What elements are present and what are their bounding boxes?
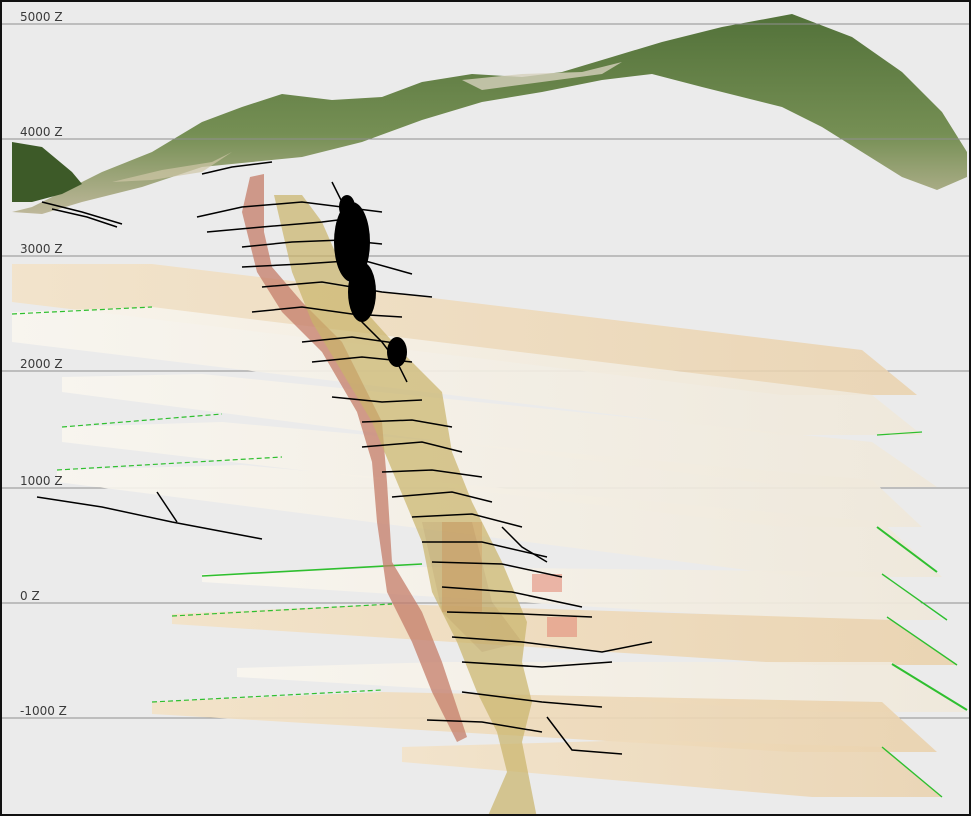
section-plane: [237, 662, 967, 712]
section-plane: [402, 740, 942, 797]
elevation-label-1000: 1000 Z: [20, 474, 63, 488]
elevation-labels: 5000 Z 4000 Z 3000 Z 2000 Z 1000 Z 0 Z -…: [20, 10, 67, 718]
elevation-label-3000: 3000 Z: [20, 242, 63, 256]
elevation-label-5000: 5000 Z: [20, 10, 63, 24]
mine-workings-dense: [334, 195, 407, 367]
section-plane: [12, 264, 917, 395]
section-plane: [152, 692, 937, 752]
elevation-label-4000: 4000 Z: [20, 125, 63, 139]
ore-body-tan: [274, 195, 537, 814]
section-plane: [62, 374, 937, 487]
section-plane: [62, 422, 922, 527]
section-plane: [12, 307, 922, 435]
section-planes: [11, 264, 968, 798]
terrain-surface: [12, 14, 967, 214]
elevation-label-2000: 2000 Z: [20, 357, 63, 371]
elevation-label-minus-1000: -1000 Z: [20, 704, 67, 718]
elevation-label-0: 0 Z: [20, 589, 40, 603]
mine-workings: [36, 161, 653, 755]
